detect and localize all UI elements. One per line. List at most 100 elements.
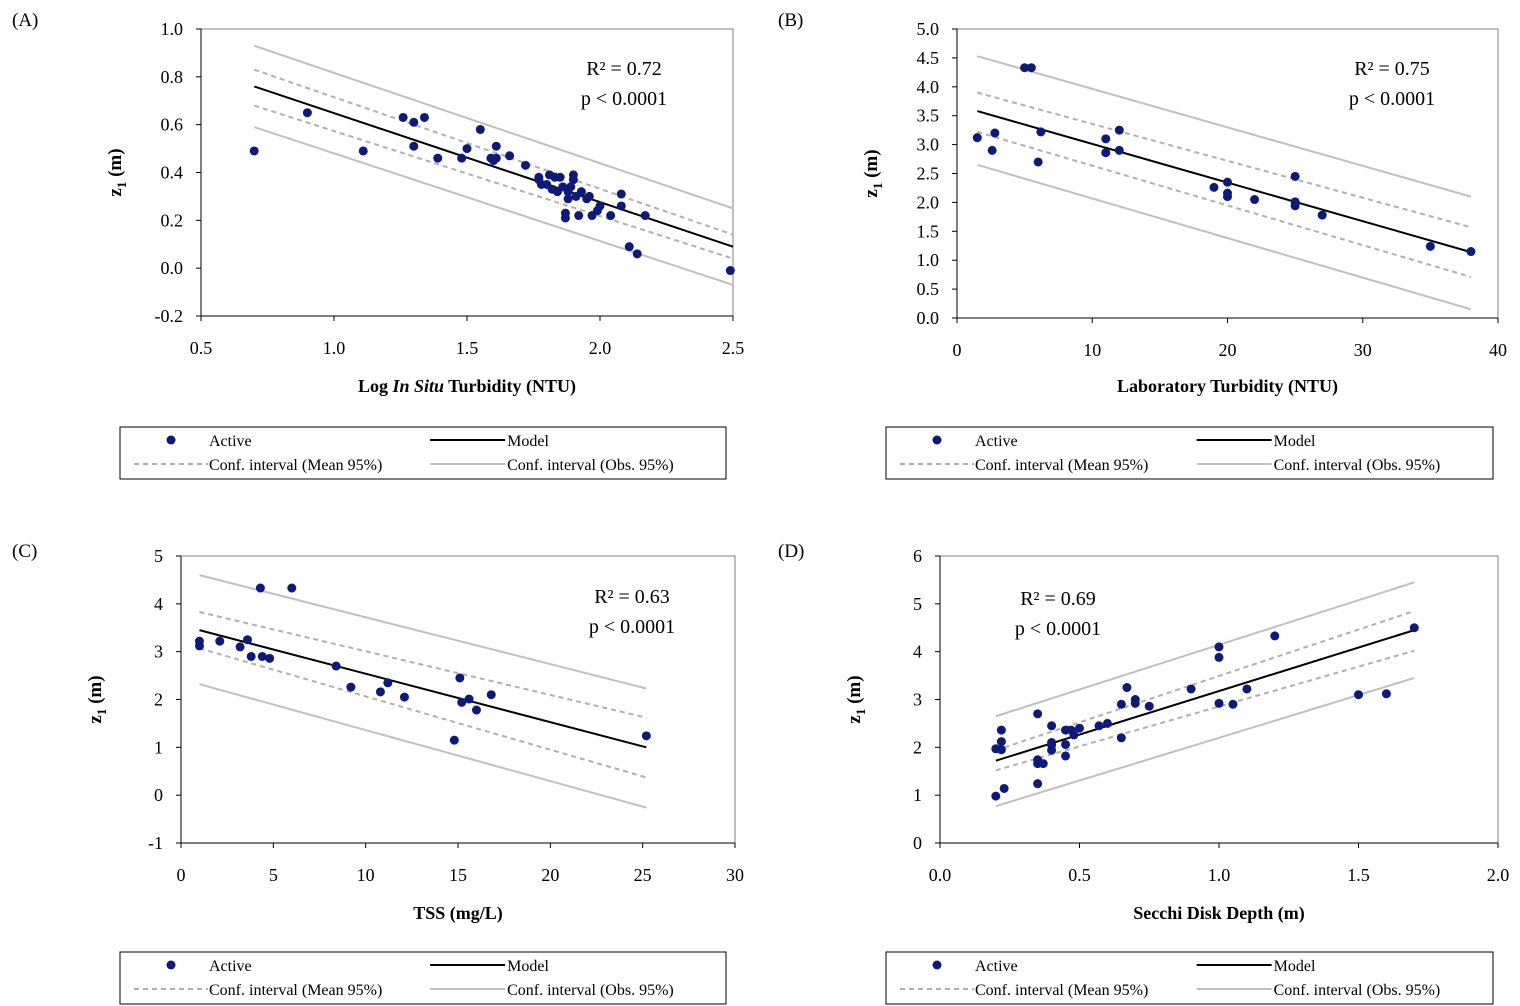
data-point bbox=[491, 153, 501, 163]
data-point bbox=[1223, 192, 1232, 202]
p-value-label: p < 0.0001 bbox=[1349, 88, 1435, 110]
x-tick-label: 0.5 bbox=[1068, 865, 1091, 885]
y-tick-label: 4.5 bbox=[917, 48, 940, 68]
legend-point-marker bbox=[166, 960, 176, 970]
data-point bbox=[1214, 652, 1224, 662]
data-point bbox=[1075, 723, 1084, 733]
legend-model-label: Model bbox=[507, 433, 549, 450]
legend-box bbox=[119, 951, 727, 1005]
legend-box bbox=[885, 951, 1494, 1005]
legend: Active Model Conf. interval (Mean 95%) Conf… bbox=[119, 426, 727, 480]
ci-mean-lower-line bbox=[977, 130, 1472, 278]
legend-model-label: Model bbox=[507, 958, 549, 975]
legend-point-marker bbox=[932, 435, 942, 445]
y-tick-label: 1 bbox=[913, 785, 922, 805]
data-point bbox=[265, 653, 275, 663]
ci-obs-lower-line bbox=[199, 683, 647, 809]
chart-panel-2: (B) 0.0 0.5 1.0 1.5 2.0 2.5 3.0 3.5 4.0 4.5 5.0 0 10 2… bbox=[778, 10, 1507, 480]
panel-label: (D) bbox=[778, 541, 804, 562]
legend-ci-mean-label: Conf. interval (Mean 95%) bbox=[209, 457, 382, 474]
data-point bbox=[419, 112, 429, 122]
data-point bbox=[302, 108, 312, 118]
x-tick-label: 0 bbox=[177, 865, 186, 885]
data-point bbox=[455, 673, 465, 683]
chart-panel-1: (A) -0.2 0.0 0.2 0.4 0.6 0.8 1.0 0.5 1.0 1.5 2.0 2.5… bbox=[12, 10, 745, 480]
chart-panel-3: (C) -1 0 1 2 3 4 5 0 5 10 15 20 25 30 TSS (mg/L) z1 (m) R… bbox=[12, 541, 744, 1005]
data-point bbox=[521, 160, 531, 170]
x-tick-label: 20 bbox=[1219, 340, 1237, 360]
data-point bbox=[409, 117, 419, 127]
data-point bbox=[1047, 721, 1057, 731]
data-point bbox=[1033, 157, 1043, 167]
data-point bbox=[399, 692, 409, 702]
r-squared-label: R² = 0.69 bbox=[1020, 588, 1096, 610]
x-tick-label: 30 bbox=[726, 865, 744, 885]
data-point bbox=[475, 124, 485, 134]
data-point bbox=[1214, 642, 1224, 652]
r-squared-label: R² = 0.72 bbox=[586, 58, 662, 80]
data-point bbox=[1061, 739, 1071, 749]
data-point bbox=[1101, 148, 1111, 158]
r-squared-label: R² = 0.75 bbox=[1354, 58, 1430, 80]
r-squared-label: R² = 0.63 bbox=[594, 586, 670, 608]
data-point bbox=[616, 189, 626, 199]
y-tick-label: 2 bbox=[154, 690, 163, 710]
data-point bbox=[257, 651, 267, 661]
data-point bbox=[249, 146, 259, 156]
legend-active-label: Active bbox=[975, 958, 1018, 975]
y-tick-label: 1.0 bbox=[161, 19, 184, 39]
data-point bbox=[1033, 709, 1043, 719]
p-value-label: p < 0.0001 bbox=[1015, 618, 1101, 640]
x-tick-label: 1.5 bbox=[456, 338, 479, 358]
ci-mean-upper-line bbox=[199, 610, 647, 719]
data-point bbox=[358, 146, 368, 156]
legend-ci-mean-label: Conf. interval (Mean 95%) bbox=[975, 982, 1148, 999]
data-point bbox=[1290, 201, 1300, 211]
model-line bbox=[995, 629, 1415, 762]
data-point bbox=[215, 636, 225, 646]
data-point bbox=[1116, 733, 1126, 743]
legend-active-label: Active bbox=[209, 958, 252, 975]
y-tick-label: 5 bbox=[913, 594, 922, 614]
x-tick-label: 2.5 bbox=[722, 338, 745, 358]
y-tick-label: 4.0 bbox=[917, 77, 940, 97]
y-tick-label: 1.0 bbox=[917, 250, 940, 270]
data-point bbox=[1290, 171, 1300, 181]
data-point bbox=[287, 583, 297, 593]
data-point bbox=[1061, 751, 1071, 761]
data-point bbox=[606, 211, 616, 221]
data-point bbox=[462, 144, 472, 154]
data-point bbox=[1214, 698, 1224, 708]
ci-obs-upper-line bbox=[199, 574, 647, 690]
y-axis-label: z1 (m) bbox=[861, 149, 885, 197]
legend: Active Model Conf. interval (Mean 95%) Conf… bbox=[119, 951, 727, 1005]
data-point bbox=[383, 678, 393, 688]
data-point bbox=[991, 791, 1001, 801]
data-point bbox=[568, 175, 578, 185]
legend-box bbox=[119, 426, 727, 480]
legend-ci-obs-label: Conf. interval (Obs. 95%) bbox=[1274, 982, 1441, 999]
data-point bbox=[1033, 779, 1043, 789]
legend-box bbox=[885, 426, 1494, 480]
model-line bbox=[199, 629, 647, 749]
data-point bbox=[409, 141, 419, 151]
x-axis-label: Laboratory Turbidity (NTU) bbox=[1117, 376, 1338, 397]
panel-label: (B) bbox=[778, 10, 803, 31]
y-tick-label: 0.5 bbox=[917, 279, 940, 299]
legend: Active Model Conf. interval (Mean 95%) Conf… bbox=[885, 426, 1494, 480]
data-point bbox=[1114, 145, 1124, 155]
legend-active-label: Active bbox=[975, 433, 1018, 450]
ci-obs-upper-line bbox=[977, 55, 1472, 198]
x-tick-label: 5 bbox=[269, 865, 278, 885]
x-tick-label: 1.0 bbox=[323, 338, 346, 358]
y-tick-label: 1.5 bbox=[917, 221, 940, 241]
data-point bbox=[632, 249, 642, 259]
data-point bbox=[1270, 631, 1280, 641]
y-tick-label: 0.4 bbox=[161, 163, 184, 183]
data-point bbox=[999, 783, 1009, 793]
data-point bbox=[1354, 690, 1363, 700]
p-value-label: p < 0.0001 bbox=[589, 616, 675, 638]
x-tick-label: 10 bbox=[1083, 340, 1101, 360]
y-tick-label: 2.5 bbox=[917, 164, 940, 184]
legend-ci-mean-label: Conf. interval (Mean 95%) bbox=[975, 457, 1148, 474]
